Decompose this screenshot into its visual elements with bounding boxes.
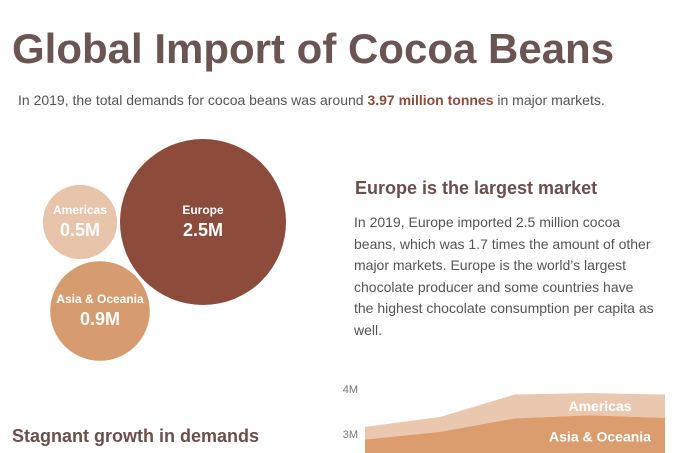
bubble <box>50 261 150 361</box>
y-tick-label: 4M <box>343 384 358 396</box>
subtitle-highlight: 3.97 million tonnes <box>367 92 494 108</box>
bubble-label: Europe <box>182 203 224 217</box>
bubble-value: 0.9M <box>80 309 120 329</box>
bubble-value: 2.5M <box>183 220 223 240</box>
subtitle-text: in major markets. <box>497 92 605 108</box>
bubble-label: Americas <box>53 203 107 217</box>
area-label: Americas <box>568 398 631 414</box>
subtitle: In 2019, the total demands for cocoa bea… <box>18 92 605 108</box>
bubble-label: Asia & Oceania <box>56 292 144 306</box>
section-body: In 2019, Europe imported 2.5 million coc… <box>354 214 654 338</box>
title: Global Import of Cocoa Beans <box>12 25 614 72</box>
bubble <box>42 184 118 260</box>
bubble-value: 0.5M <box>60 220 100 240</box>
section-heading: Europe is the largest market <box>355 178 597 198</box>
section-heading: Stagnant growth in demands <box>12 426 259 446</box>
area-label: Asia & Oceania <box>549 429 651 445</box>
y-tick-label: 3M <box>343 429 358 441</box>
bubble <box>119 138 287 306</box>
area <box>365 393 665 440</box>
subtitle-text: In 2019, the total demands for cocoa bea… <box>18 92 364 108</box>
area <box>365 415 665 453</box>
